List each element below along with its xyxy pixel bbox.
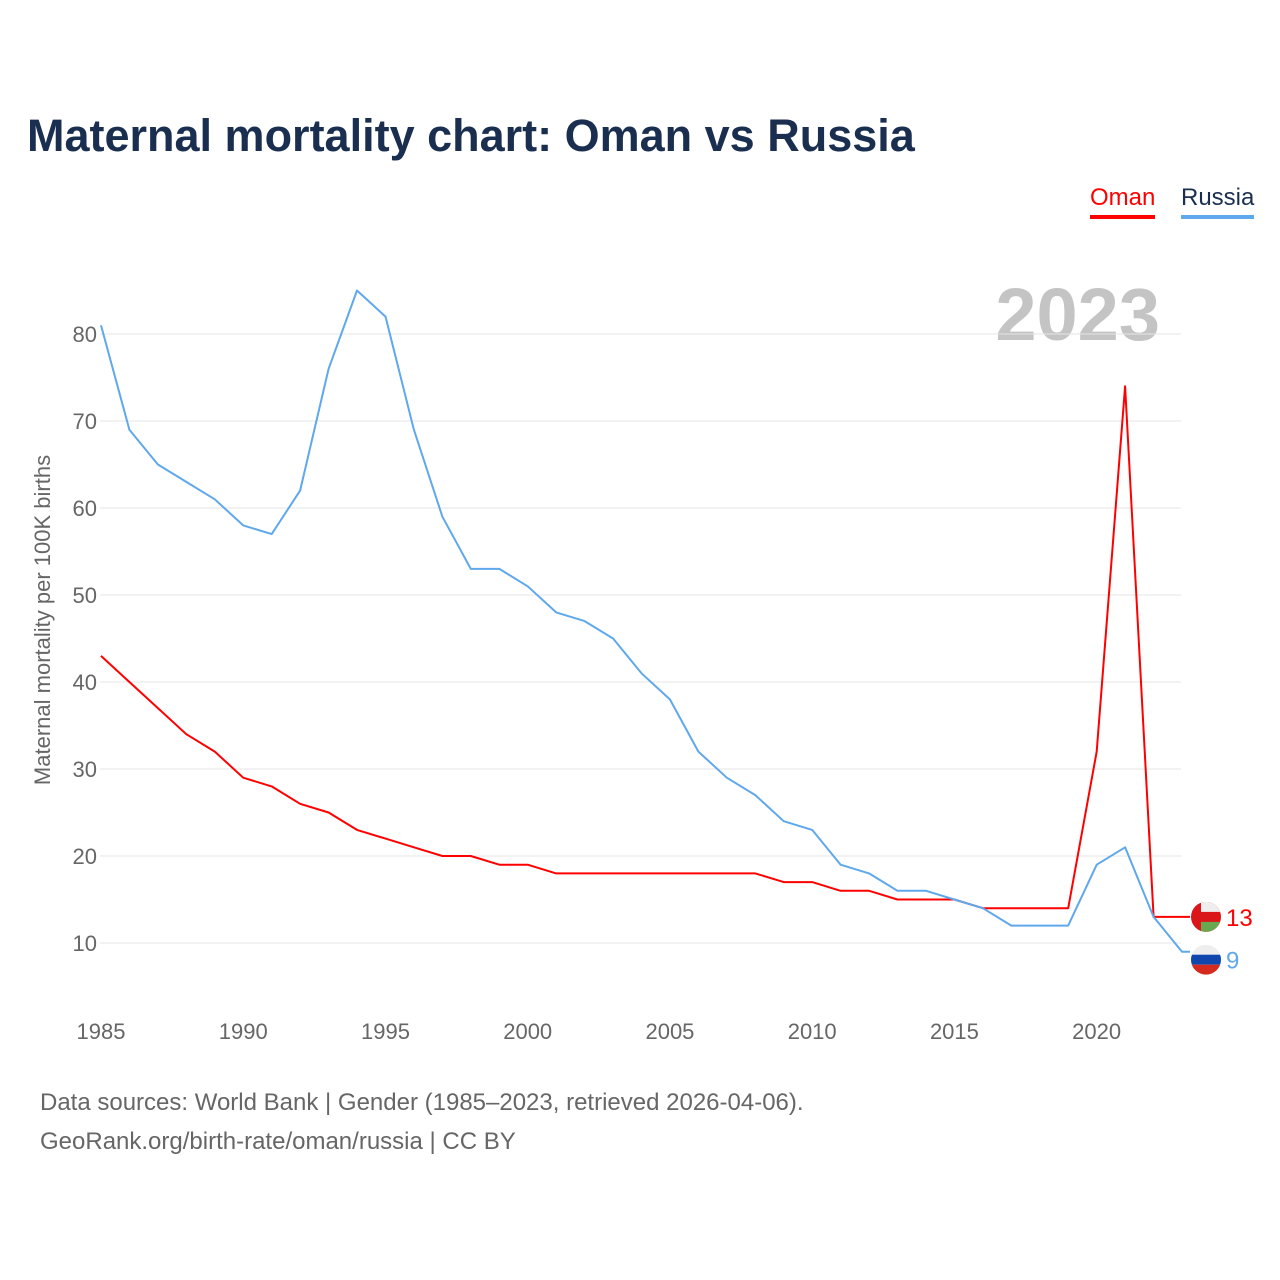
y-tick-label: 80: [73, 322, 97, 347]
y-axis-label: Maternal mortality per 100K births: [30, 455, 55, 785]
russia-end-value: 9: [1226, 948, 1239, 975]
x-tick-label: 1990: [219, 1019, 268, 1044]
y-tick-label: 30: [73, 757, 97, 782]
oman-flag-icon: [1191, 901, 1221, 932]
y-tick-label: 70: [73, 409, 97, 434]
x-tick-label: 2015: [930, 1019, 979, 1044]
series-line-russia: [100, 289, 1190, 953]
y-tick-label: 40: [73, 670, 97, 695]
x-tick-label: 1995: [361, 1019, 410, 1044]
x-tick-label: 2005: [645, 1019, 694, 1044]
x-tick-label: 2010: [788, 1019, 837, 1044]
legend-oman[interactable]: Oman: [1090, 184, 1156, 219]
footer-source: Data sources: World Bank | Gender (1985–…: [40, 1089, 804, 1116]
oman-end-value: 13: [1226, 905, 1253, 932]
series-line-oman: [100, 385, 1190, 918]
footer-attribution: GeoRank.org/birth-rate/oman/russia | CC …: [40, 1128, 516, 1155]
y-tick-label: 50: [73, 583, 97, 608]
russia-flag-icon: [1191, 944, 1221, 975]
year-watermark: 2023: [995, 273, 1160, 356]
x-tick-label: 2000: [503, 1019, 552, 1044]
legend-russia[interactable]: Russia: [1181, 184, 1255, 219]
y-tick-label: 60: [73, 496, 97, 521]
y-tick-label: 10: [73, 931, 97, 956]
x-tick-label: 1985: [77, 1019, 126, 1044]
chart-title: Maternal mortality chart: Oman vs Russia: [27, 110, 915, 161]
y-tick-label: 20: [73, 844, 97, 869]
x-tick-label: 2020: [1072, 1019, 1121, 1044]
